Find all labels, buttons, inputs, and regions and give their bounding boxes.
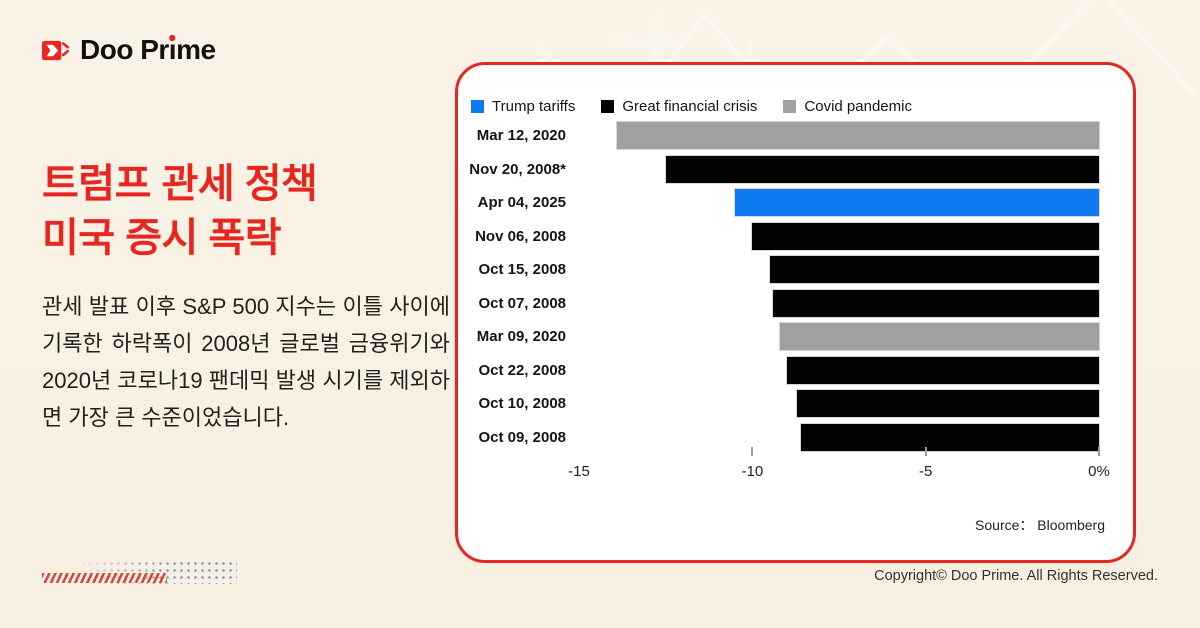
bar-row-plot [579, 355, 1100, 385]
bar-row-label: Oct 15, 2008 [478, 261, 566, 279]
bar-row: Oct 07, 2008 [458, 287, 1133, 321]
bar-row-plot [579, 188, 1100, 218]
legend-item: Great financial crisis [601, 98, 757, 115]
red-hatch-decoration [42, 573, 167, 583]
bar-row: Mar 12, 2020 [458, 119, 1133, 153]
legend-item: Trump tariffs [471, 98, 575, 115]
chart-bar [772, 288, 1100, 318]
bar-row-label: Oct 09, 2008 [478, 428, 566, 446]
bar-row-plot [579, 288, 1100, 318]
doo-prime-logo: Doo Pr ı me [42, 34, 216, 66]
chart-bar [786, 355, 1100, 385]
logo-text-part1: Doo Pr [80, 34, 169, 65]
bar-row-label: Oct 10, 2008 [478, 395, 566, 413]
headline-line-1: 트럼프 관세 정책 [42, 162, 318, 206]
chart-bar [799, 422, 1101, 452]
doo-prime-logo-icon [42, 40, 69, 60]
axis-tick-label: -15 [568, 463, 590, 480]
description-paragraph: 관세 발표 이후 S&P 500 지수는 이틀 사이에 기록한 하락폭이 200… [42, 294, 450, 430]
axis-tick-label: 0% [1088, 463, 1110, 480]
bar-row-label: Nov 06, 2008 [475, 227, 566, 245]
chart-bar [616, 121, 1100, 151]
axis-tick [924, 447, 927, 456]
chart-bar [779, 322, 1100, 352]
x-axis-labels: -15 -10 -5 0% [568, 463, 1110, 483]
source-attribution: Source： Bloomberg [975, 517, 1105, 533]
doo-prime-logo-text: Doo Pr ı me [80, 34, 216, 66]
legend-swatch-gfc [601, 100, 615, 113]
bar-row-label: Apr 04, 2025 [477, 194, 566, 212]
bar-row-plot [579, 322, 1100, 352]
chart-bar [751, 221, 1100, 251]
legend-item: Covid pandemic [783, 98, 912, 115]
headline-line-2: 미국 증시 폭락 [42, 216, 282, 260]
chart-bar [796, 389, 1100, 419]
legend-label: Covid pandemic [804, 98, 912, 115]
axis-tick-label: -5 [918, 463, 933, 480]
bar-row-plot [579, 154, 1101, 184]
bar-row-label: Oct 07, 2008 [478, 294, 566, 312]
legend-swatch-trump [471, 100, 484, 113]
svg-text:186 523: 186 523 [610, 31, 682, 53]
headline-title: 트럼프 관세 정책 미국 증시 폭락 [42, 157, 318, 265]
bar-row-label: Mar 09, 2020 [476, 328, 566, 346]
bar-row: Nov 06, 2008 [458, 220, 1133, 254]
bar-row: Mar 09, 2020 [458, 320, 1133, 354]
bar-row: Oct 10, 2008 [458, 387, 1133, 421]
bar-row-plot [579, 221, 1100, 251]
x-axis [579, 447, 1100, 456]
bar-row-plot [579, 255, 1101, 285]
bar-row-plot [579, 422, 1101, 452]
bar-row: Nov 20, 2008* [458, 153, 1133, 187]
legend-swatch-covid [783, 100, 797, 113]
legend-label: Trump tariffs [492, 98, 576, 115]
bar-row: Oct 22, 2008 [458, 354, 1133, 388]
bar-row-label: Oct 22, 2008 [478, 361, 566, 379]
bar-row-label: Nov 20, 2008* [469, 160, 566, 178]
copyright-notice: Copyright© Doo Prime. All Rights Reserve… [874, 568, 1158, 584]
bar-row: Apr 04, 2025 [458, 186, 1133, 220]
bar-row-label: Mar 12, 2020 [476, 127, 566, 145]
chart-rows: Mar 12, 2020 Nov 20, 2008* Apr 04, 2025 Nov… [458, 119, 1133, 454]
axis-tick [751, 447, 754, 456]
axis-tick-label: -10 [741, 463, 764, 480]
chart-legend: Trump tariffs Great financial crisis Covid… [471, 98, 912, 115]
axis-tick [1098, 447, 1100, 456]
legend-label: Great financial crisis [622, 98, 758, 115]
logo-text-part2: me [176, 34, 216, 65]
chart-bar [664, 154, 1101, 184]
bar-row: Oct 15, 2008 [458, 253, 1133, 287]
chart-card: Trump tariffs Great financial crisis Covid… [455, 62, 1136, 563]
chart-bar [734, 188, 1100, 218]
logo-i-red-dot: ı [168, 34, 177, 65]
bar-row: Oct 09, 2008 [458, 421, 1133, 455]
bar-row-plot [579, 389, 1100, 419]
chart-bar [768, 255, 1101, 285]
bar-row-plot [579, 121, 1100, 151]
